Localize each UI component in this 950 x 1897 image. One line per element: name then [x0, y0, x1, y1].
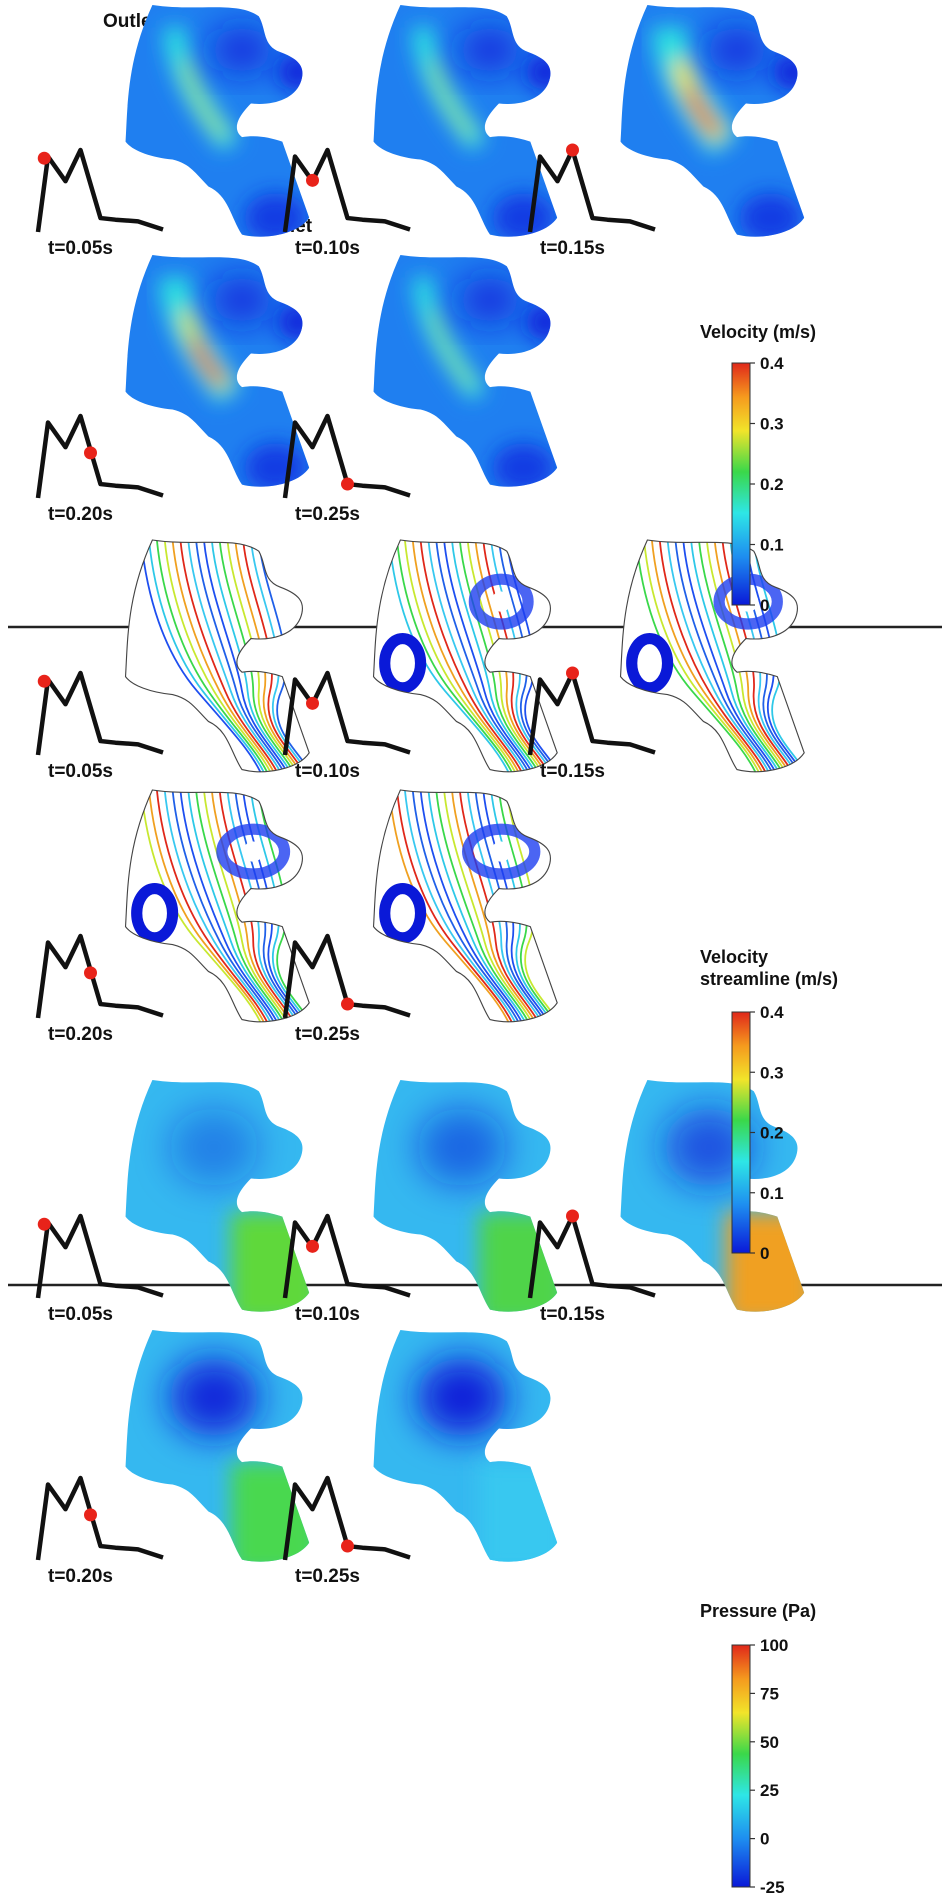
- colorbar-tick: 0.4: [760, 1003, 784, 1022]
- time-label: t=0.05s: [48, 238, 113, 259]
- waveform-curve: [35, 413, 164, 499]
- time-marker: [306, 173, 319, 187]
- vessel-panel: [373, 5, 558, 237]
- waveform-curve: [35, 147, 164, 233]
- waveform-curve: [527, 147, 656, 233]
- colorbar-gradient: [731, 362, 751, 606]
- colorbars: Velocity (m/s)0.40.30.20.10Velocitystrea…: [700, 322, 838, 1897]
- time-marker: [566, 666, 579, 680]
- time-marker: [37, 674, 51, 688]
- time-marker: [341, 477, 354, 491]
- time-label: t=0.20s: [48, 1024, 113, 1045]
- waveform-curve: [35, 1475, 164, 1561]
- time-label: t=0.05s: [48, 761, 113, 782]
- colorbar-tick: 0: [760, 1244, 769, 1263]
- vessel-panel: [373, 1330, 558, 1562]
- colorbar-title: Velocity: [700, 947, 768, 967]
- panel-grid: t=0.05s t=0.10s t=0.15s t=0.20s t=0.25s t=0.0…: [35, 5, 805, 1587]
- waveform-curve: [282, 413, 411, 499]
- time-label: t=0.25s: [295, 504, 360, 525]
- colorbar-gradient: [731, 1644, 751, 1888]
- time-label: t=0.20s: [48, 1566, 113, 1587]
- waveform-curve: [35, 933, 164, 1019]
- streamline-panel-t2: t=0.10s: [282, 539, 558, 782]
- colorbar-tick: 0.2: [760, 475, 784, 494]
- velocity-panel-t5: t=0.25s: [282, 255, 558, 525]
- pressure-panel-t5: t=0.25s: [282, 1330, 558, 1587]
- colorbar-title: Velocity (m/s): [700, 322, 816, 342]
- vessel-panel: [125, 255, 310, 487]
- colorbar-tick: 100: [760, 1636, 788, 1655]
- waveform-curve: [527, 670, 656, 756]
- colorbar-tick: 0.1: [760, 536, 784, 555]
- waveform-curve: [282, 1475, 411, 1561]
- vessel-panel: [124, 789, 310, 1023]
- time-marker: [306, 1239, 319, 1253]
- colorbar-tick: 50: [760, 1733, 779, 1752]
- colorbar-title: streamline (m/s): [700, 969, 838, 989]
- colorbar-tick: 0: [760, 596, 769, 615]
- waveform-curve: [35, 670, 164, 756]
- vessel-panel: [125, 1330, 310, 1562]
- waveform-curve: [282, 1213, 411, 1299]
- colorbar-tick: 25: [760, 1781, 779, 1800]
- time-marker: [37, 1217, 51, 1231]
- colorbar-tick: 75: [760, 1684, 779, 1703]
- time-marker: [37, 151, 51, 165]
- waveform-curve: [282, 147, 411, 233]
- velocity-panel-t3: t=0.15s: [527, 5, 805, 259]
- time-marker: [566, 1209, 579, 1223]
- pressure-panel-t2: t=0.10s: [282, 1080, 558, 1325]
- vessel-panel: [620, 1080, 805, 1312]
- velocity-panel-t2: t=0.10s: [282, 5, 558, 259]
- colorbar-tick: -25: [760, 1878, 785, 1897]
- time-marker: [341, 997, 354, 1011]
- time-label: t=0.10s: [295, 1304, 360, 1325]
- time-label: t=0.15s: [540, 238, 605, 259]
- vessel-panel: [373, 255, 558, 487]
- time-label: t=0.10s: [295, 238, 360, 259]
- time-label: t=0.15s: [540, 1304, 605, 1325]
- streamline-panel-t3: t=0.15s: [527, 539, 805, 782]
- colorbar-title: Pressure (Pa): [700, 1601, 816, 1621]
- colorbar-tick: 0.3: [760, 415, 784, 434]
- colorbar-tick: 0.4: [760, 354, 784, 373]
- time-label: t=0.25s: [295, 1024, 360, 1045]
- time-label: t=0.15s: [540, 761, 605, 782]
- waveform-curve: [282, 670, 411, 756]
- vessel-panel: [125, 1080, 310, 1312]
- colorbar-gradient: [731, 1011, 751, 1254]
- time-label: t=0.10s: [295, 761, 360, 782]
- colorbar-tick: 0.2: [760, 1124, 784, 1143]
- time-marker: [84, 446, 97, 460]
- time-marker: [84, 966, 97, 980]
- colorbar-tick: 0.1: [760, 1184, 784, 1203]
- time-marker: [566, 143, 579, 157]
- time-marker: [306, 696, 319, 710]
- waveform-curve: [527, 1213, 656, 1299]
- velocity-colorbar: Velocity (m/s) 0.4 0.3 0.2 0.1 0: [700, 322, 816, 615]
- time-label: t=0.20s: [48, 504, 113, 525]
- vessel-panel: [373, 1080, 558, 1312]
- vessel-panel: [620, 5, 805, 237]
- vessel-panel: [372, 789, 558, 1023]
- time-label: t=0.05s: [48, 1304, 113, 1325]
- streamline-panel-t4: t=0.20s: [35, 789, 310, 1045]
- waveform-curve: [35, 1213, 164, 1299]
- time-label: t=0.25s: [295, 1566, 360, 1587]
- time-marker: [84, 1508, 97, 1522]
- vessel-panel: [125, 5, 310, 237]
- colorbar-tick: 0: [760, 1830, 769, 1849]
- waveform-curve: [282, 933, 411, 1019]
- colorbar-tick: 0.3: [760, 1063, 784, 1082]
- pressure-colorbar: Pressure (Pa) 100 75 50 25 0 -25: [700, 1601, 816, 1897]
- streamline-panel-t5: t=0.25s: [282, 789, 558, 1045]
- time-marker: [341, 1539, 354, 1553]
